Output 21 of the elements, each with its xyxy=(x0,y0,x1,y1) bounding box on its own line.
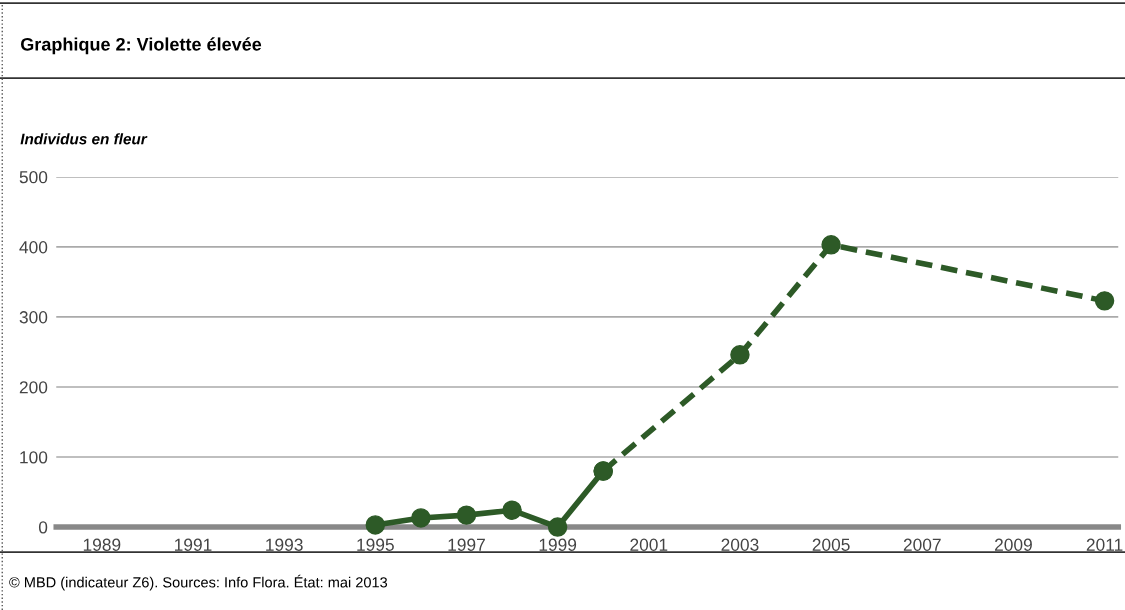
x-tick-label: 1989 xyxy=(83,538,121,551)
y-tick-label: 100 xyxy=(20,451,48,464)
x-tick-label: 1997 xyxy=(448,538,485,551)
y-axis-title: Individus en fleur xyxy=(20,133,148,145)
y-tick-label: 500 xyxy=(19,171,48,184)
x-tick-label: 1999 xyxy=(539,538,577,551)
x-tick-label: 2001 xyxy=(630,538,668,551)
x-tick-label: 1991 xyxy=(175,538,212,551)
chart-title: Graphique 2: Violette élevée xyxy=(20,37,262,55)
x-tick-label: 2009 xyxy=(994,538,1032,551)
x-tick-label: 2007 xyxy=(903,538,941,551)
text: © MBD (indicateur Z6). Sources: Info Flora. État: mai 2013 xyxy=(9,574,388,591)
y-tick-label: 0 xyxy=(38,521,48,534)
x-tick-label: 1995 xyxy=(357,538,394,551)
x-tick-label: 2003 xyxy=(721,538,759,551)
y-tick-label: 200 xyxy=(19,381,48,394)
x-tick-label: 1993 xyxy=(266,538,303,551)
y-tick-label: 300 xyxy=(19,311,48,324)
y-tick-label: 400 xyxy=(19,241,48,254)
x-tick-label: 2005 xyxy=(812,538,850,551)
x-tick-label: 2011 xyxy=(1086,538,1123,551)
